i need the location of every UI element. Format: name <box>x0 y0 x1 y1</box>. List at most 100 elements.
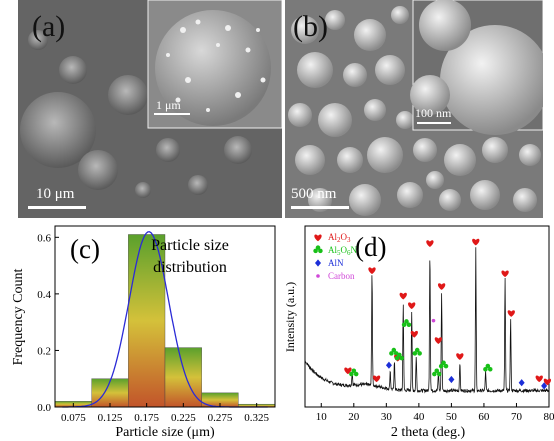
y-axis-label-c: Frequency Count <box>11 268 26 365</box>
x-tick-label: 0.175 <box>134 412 159 424</box>
phase-marker-club <box>432 368 442 377</box>
sem-texture-b <box>285 0 543 218</box>
phase-marker-heart <box>399 292 407 300</box>
phase-marker-diamond <box>541 382 548 390</box>
phase-marker-heart <box>535 375 543 383</box>
y-axis-label-d: Intensity (a.u.) <box>283 282 297 352</box>
x-tick-label: 70 <box>511 411 523 423</box>
panel-label-c: (c) <box>70 234 100 264</box>
phase-marker-club <box>394 352 405 361</box>
histogram-chart: 0.0 0.2 0.4 0.6 0.075 0.125 0.175 0.225 0.275 0.… <box>11 225 276 440</box>
phase-marker-heart <box>456 353 464 360</box>
particle-sphere <box>295 145 325 175</box>
phase-marker-diamond <box>448 375 455 384</box>
panel-label-d: (d) <box>355 232 386 262</box>
legend-symbol-heart <box>314 234 322 242</box>
particle-sphere <box>470 180 500 210</box>
sem-image-b: (b) 500 nm 100 nm <box>285 0 543 218</box>
y-tick-label: 0.6 <box>37 232 51 244</box>
plot-frame-c <box>54 225 276 408</box>
plot-frame-d <box>304 225 550 408</box>
x-axis-label-d: 2 theta (deg.) <box>391 425 466 440</box>
chart-title-line-2: distribution <box>153 259 227 276</box>
x-tick-label: 0.225 <box>171 412 196 424</box>
phase-marker-club <box>349 368 359 377</box>
particle-sphere <box>413 138 437 162</box>
x-tick-label: 30 <box>381 411 393 423</box>
phase-marker-heart <box>501 270 509 278</box>
phase-marker-heart <box>434 337 443 344</box>
particle-sphere <box>396 111 414 129</box>
legend-label: Al5O6N <box>328 245 358 257</box>
x-tick-label: 0.075 <box>61 412 86 424</box>
phase-marker-heart <box>410 330 418 338</box>
y-tick-label: 0.2 <box>37 345 51 357</box>
particle-sphere <box>397 182 423 208</box>
particle-sphere <box>367 137 403 173</box>
particle-sphere <box>513 188 537 212</box>
scale-bar-a <box>28 206 86 209</box>
particle-sphere <box>297 52 333 88</box>
x-tick-label: 0.275 <box>208 412 233 424</box>
scale-bar-b <box>291 206 349 209</box>
particle-sphere <box>364 99 386 121</box>
legend-symbol-dot <box>316 274 320 278</box>
phase-marker-club <box>412 347 422 356</box>
panel-label-b: (b) <box>293 10 328 43</box>
particle-sphere <box>375 55 405 85</box>
x-tick-label: 40 <box>413 411 425 423</box>
legend-label: Carbon <box>328 271 355 281</box>
phase-marker-heart <box>437 283 446 290</box>
particle-sphere <box>291 16 319 44</box>
phase-marker-club <box>389 347 399 356</box>
phase-marker-diamond <box>385 361 392 369</box>
particle-sphere <box>391 6 409 24</box>
chart-title-line-1: Particle size <box>151 237 229 254</box>
x-tick-label: 60 <box>478 411 490 423</box>
scale-label-a: 10 μm <box>36 186 75 202</box>
x-axis-label-c: Particle size (μm) <box>115 425 215 440</box>
panel-label-a: (a) <box>32 10 66 43</box>
phase-marker-heart <box>472 238 480 246</box>
x-tick-label: 0.125 <box>98 412 123 424</box>
particle-sphere <box>444 144 476 176</box>
histogram-bar <box>91 378 129 408</box>
phase-marker-heart <box>408 302 416 309</box>
legend-symbol-club <box>313 245 323 254</box>
particle-sphere <box>343 63 367 87</box>
particle-sphere <box>426 171 444 189</box>
y-tick-label: 0.0 <box>37 402 51 414</box>
particle-sphere <box>288 103 312 127</box>
phase-marker-club <box>438 360 449 369</box>
legend-symbol-diamond <box>315 259 321 267</box>
histogram-bar <box>164 347 202 408</box>
phase-marker-diamond <box>518 379 525 387</box>
particle-sphere <box>325 10 345 30</box>
y-tick-label: 0.4 <box>37 289 51 301</box>
x-tick-label: 80 <box>544 411 554 423</box>
phase-marker-club <box>483 363 493 372</box>
x-tick-label: 20 <box>348 411 360 423</box>
phase-marker-heart <box>426 240 434 247</box>
phase-marker-heart <box>372 375 381 383</box>
particle-sphere <box>439 189 461 211</box>
particle-sphere <box>337 147 363 173</box>
particle-sphere <box>318 103 352 137</box>
scale-label-b-inset: 100 nm <box>415 106 452 120</box>
scale-label-b: 500 nm <box>291 186 337 202</box>
legend-label: Al2O3 <box>328 232 351 244</box>
legend-label: AlN <box>328 258 344 268</box>
sem-texture-a <box>18 0 282 218</box>
phase-marker-dot <box>431 318 436 323</box>
phase-marker-club <box>401 319 412 328</box>
particle-sphere <box>482 137 508 163</box>
xrd-pattern-line <box>304 247 550 394</box>
phase-marker-heart <box>368 267 376 274</box>
histogram-bar <box>128 234 166 408</box>
particle-sphere <box>349 184 381 216</box>
particle-sphere <box>354 19 386 51</box>
scale-bar-a-inset <box>154 113 190 115</box>
phase-marker-heart <box>507 310 515 317</box>
sem-image-a: (a) 10 μm 1 μm <box>18 0 282 218</box>
